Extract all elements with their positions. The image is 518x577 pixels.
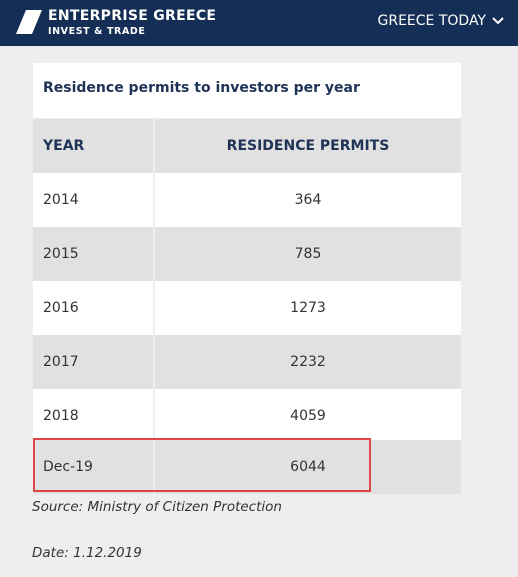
year-cell: 2017 (33, 335, 153, 389)
year-cell: Dec-19 (33, 440, 153, 494)
permits-cell: 6044 (155, 440, 461, 494)
brand-tagline: INVEST & TRADE (48, 26, 146, 37)
table-row: 2014 364 (33, 173, 461, 227)
enterprise-greece-logo[interactable] (14, 8, 44, 36)
brand-name[interactable]: ENTERPRISE GREECE (48, 8, 217, 24)
year-cell: 2018 (33, 389, 153, 443)
year-cell: 2014 (33, 173, 153, 227)
column-header-residence-permits: RESIDENCE PERMITS (155, 119, 461, 173)
table-row: 2017 2232 (33, 335, 461, 389)
greece-today-label: GREECE TODAY (377, 13, 487, 29)
source-note: Source: Ministry of Citizen Protection (32, 499, 282, 515)
table-row: Dec-19 6044 (33, 440, 461, 494)
permits-cell: 364 (155, 173, 461, 227)
table-row: 2018 4059 (33, 389, 461, 443)
year-cell: 2015 (33, 227, 153, 281)
table-title: Residence permits to investors per year (33, 63, 461, 118)
table-row: 2015 785 (33, 227, 461, 281)
permits-cell: 785 (155, 227, 461, 281)
chevron-down-icon (492, 17, 504, 25)
date-note: Date: 1.12.2019 (32, 545, 142, 561)
table-row: 2016 1273 (33, 281, 461, 335)
year-cell: 2016 (33, 281, 153, 335)
permits-cell: 2232 (155, 335, 461, 389)
permits-cell: 4059 (155, 389, 461, 443)
column-header-year: YEAR (33, 119, 153, 173)
top-navigation-bar: ENTERPRISE GREECE INVEST & TRADE GREECE … (0, 0, 518, 46)
greece-today-menu[interactable]: GREECE TODAY (378, 13, 505, 29)
table-header-row: YEAR RESIDENCE PERMITS (33, 119, 461, 173)
permits-cell: 1273 (155, 281, 461, 335)
